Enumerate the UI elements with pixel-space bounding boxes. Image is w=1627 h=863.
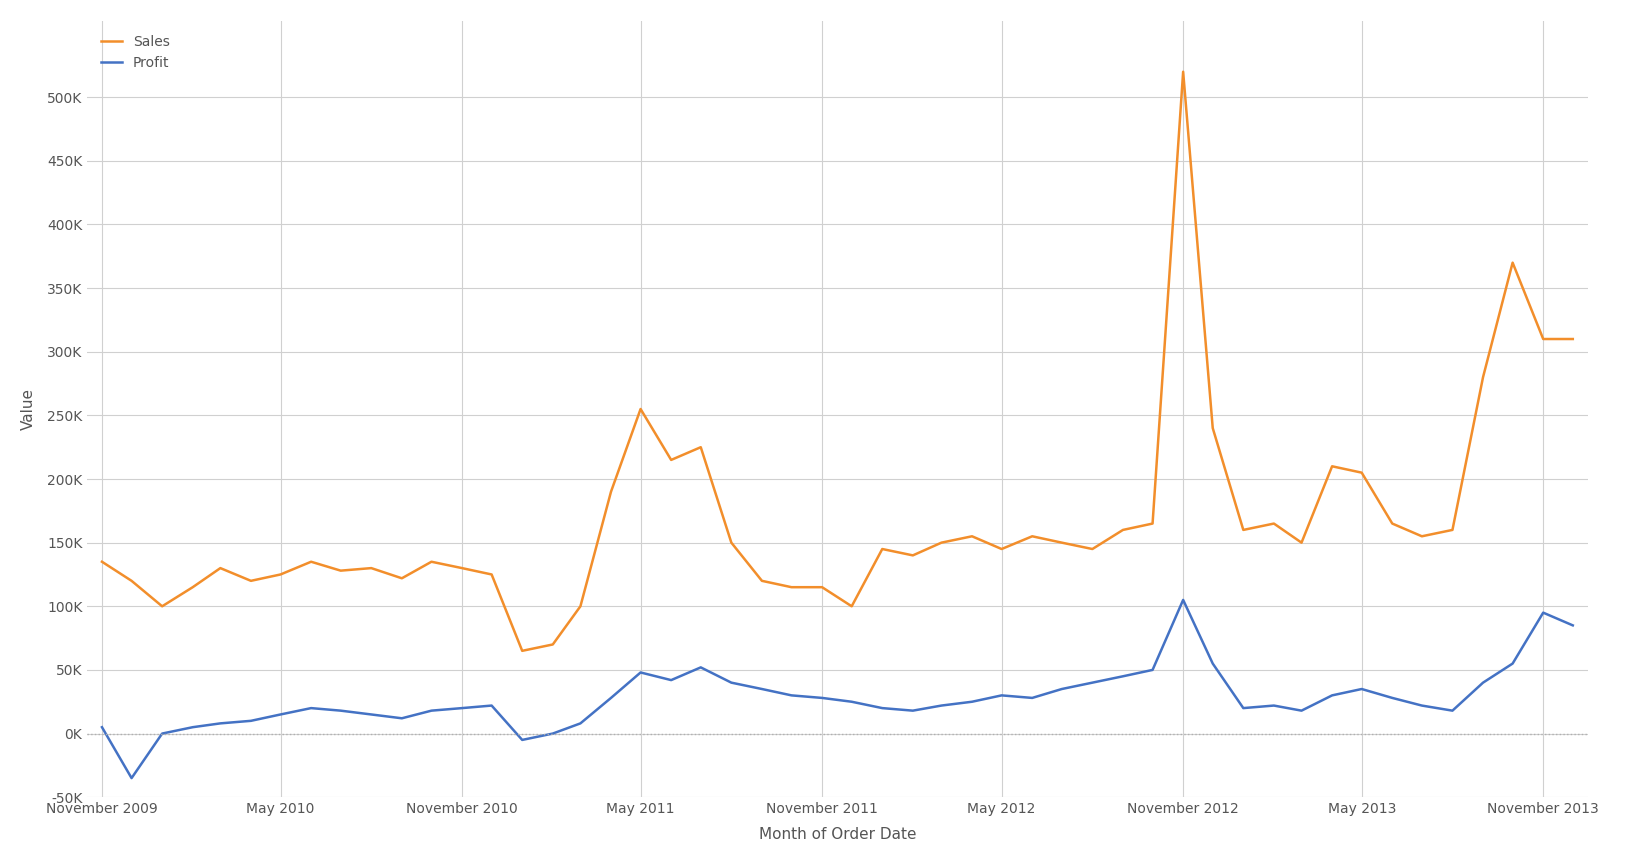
Legend: Sales, Profit: Sales, Profit: [94, 28, 177, 77]
Y-axis label: Value: Value: [21, 388, 36, 430]
X-axis label: Month of Order Date: Month of Order Date: [758, 827, 916, 842]
Line: Sales: Sales: [103, 72, 1573, 651]
Line: Profit: Profit: [103, 600, 1573, 778]
